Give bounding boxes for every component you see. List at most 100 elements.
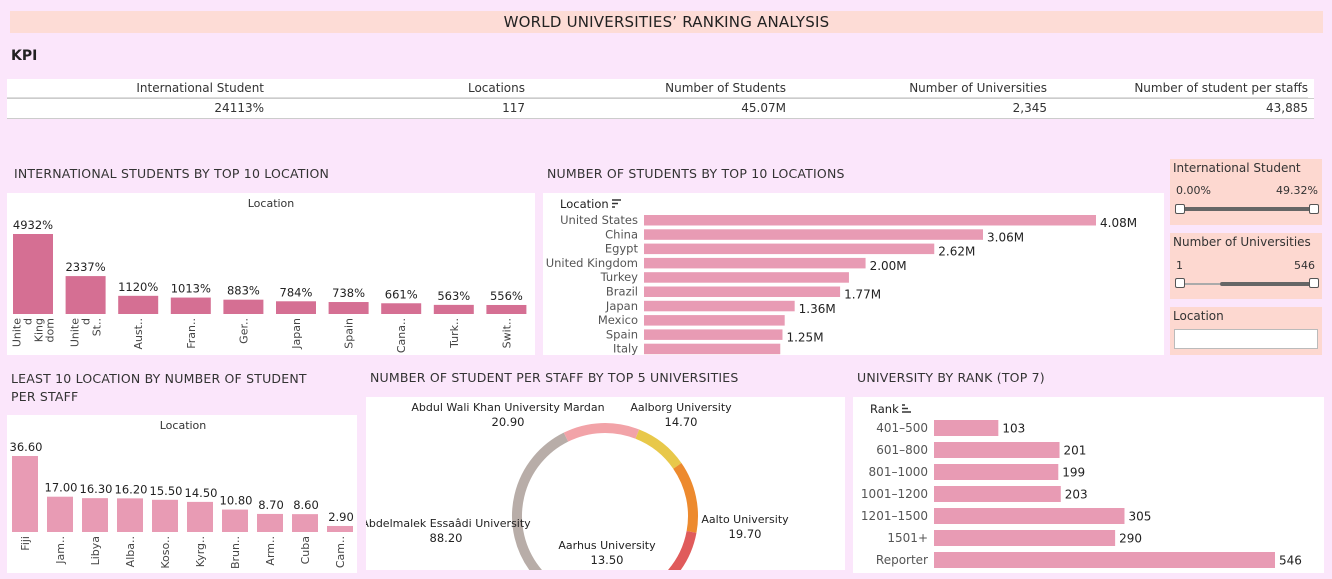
data-label: 1120% <box>118 280 158 294</box>
kpi-label: International Student <box>7 79 264 98</box>
kpi-international-student[interactable]: International Student 24113% <box>7 79 264 117</box>
intl-chart-title: INTERNATIONAL STUDENTS BY TOP 10 LOCATIO… <box>14 166 330 181</box>
bar <box>13 234 53 314</box>
data-label: 2337% <box>65 260 105 274</box>
donut-slice <box>673 463 698 533</box>
filter-max: 546 <box>1294 259 1315 272</box>
bar <box>644 343 781 355</box>
data-label: 2.62M <box>938 245 975 259</box>
tick-label: Alba.. <box>124 536 137 567</box>
kpi-label: Number of Universities <box>786 79 1047 98</box>
bar <box>644 272 849 283</box>
slice-value: 19.70 <box>729 527 762 541</box>
slider-max-handle[interactable] <box>1309 278 1319 288</box>
slider-min-handle[interactable] <box>1175 278 1185 288</box>
bar <box>82 498 108 532</box>
data-label: 103 <box>1002 422 1025 436</box>
tick-label: 601–800 <box>876 443 928 457</box>
tick-label: 801–1000 <box>869 465 928 479</box>
kpi-locations[interactable]: Locations 117 <box>264 79 525 117</box>
bar <box>276 301 316 314</box>
bar <box>292 514 318 532</box>
kpi-number-of-students[interactable]: Number of Students 45.07M <box>525 79 786 117</box>
students-chart-title: NUMBER OF STUDENTS BY TOP 10 LOCATIONS <box>547 166 845 181</box>
data-label: 883% <box>227 284 260 298</box>
data-label: 1013% <box>171 282 211 296</box>
least-chart-title: LEAST 10 LOCATION BY NUMBER OF STUDENT P… <box>11 371 307 404</box>
sort-icon <box>612 199 621 208</box>
donut-slice <box>512 432 569 570</box>
slider-min-handle[interactable] <box>1175 204 1185 214</box>
tick-label: Brun.. <box>229 536 242 569</box>
filter-title: Number of Universities <box>1173 235 1311 249</box>
kpi-value: 2,345 <box>1012 101 1047 115</box>
intl-students-chart[interactable]: Location4932%UnitedKingdom2337%UnitedSt.… <box>7 193 535 355</box>
bar <box>934 508 1125 524</box>
slice-name: Abdul Wali Khan University Mardan <box>411 401 604 414</box>
bar <box>934 486 1061 502</box>
donut-slice <box>563 423 640 442</box>
donut-slice <box>635 429 682 469</box>
bar <box>644 286 841 297</box>
data-label: 17.00 <box>45 481 78 495</box>
slider-track[interactable] <box>1180 207 1314 211</box>
data-label: 546 <box>1279 554 1302 568</box>
data-label: 16.30 <box>80 482 113 496</box>
slider-track[interactable] <box>1220 282 1314 286</box>
location-filter-input[interactable] <box>1174 329 1318 349</box>
slider-max-handle[interactable] <box>1309 204 1319 214</box>
tick-label: Mexico <box>598 313 638 327</box>
bar <box>47 496 73 532</box>
kpi-number-of-universities[interactable]: Number of Universities 2,345 <box>786 79 1047 117</box>
dashboard-title: WORLD UNIVERSITIES’ RANKING ANALYSIS <box>10 11 1323 33</box>
tick-label: Swit.. <box>500 318 513 348</box>
slice-value: 13.50 <box>591 553 624 567</box>
kpi-value: 43,885 <box>1266 101 1308 115</box>
least-student-per-staff-chart[interactable]: Location 36.60 Fiji 17.00 Jam.. 16.30 Libya 16.… <box>7 415 357 573</box>
bar <box>934 552 1275 568</box>
kpi-value: 45.07M <box>741 101 786 115</box>
tick-label: Japan <box>290 318 303 350</box>
kpi-label: Locations <box>264 79 525 98</box>
donut-slice <box>667 530 697 570</box>
data-label: 15.50 <box>150 484 183 498</box>
bar <box>152 499 178 532</box>
bar <box>327 525 353 532</box>
bar <box>117 498 143 532</box>
data-label: 290 <box>1119 532 1142 546</box>
chart-header: Location <box>248 197 295 210</box>
tick-label: Kyrg.. <box>194 536 207 567</box>
data-label: 305 <box>1128 510 1151 524</box>
tick-label: Unite <box>69 318 82 347</box>
tick-label: Unite <box>11 318 24 347</box>
kpi-student-per-staff[interactable]: Number of student per staffs 43,885 <box>1047 79 1308 117</box>
tick-label: Ger.. <box>237 318 250 344</box>
bar <box>118 295 159 314</box>
university-rank-chart[interactable]: Rank 401–500 103 601–800 201 801–1000 199 1001–… <box>853 397 1324 573</box>
tick-label: United States <box>560 213 638 227</box>
data-label: 784% <box>280 285 313 299</box>
students-by-location-chart[interactable]: Location United States 4.08M China 3.06M Egyp… <box>543 193 1164 355</box>
bar <box>433 304 474 314</box>
bar <box>644 329 783 340</box>
bar <box>223 299 264 314</box>
tick-label: Spain <box>606 327 638 341</box>
bar <box>644 300 795 312</box>
data-label: 16.20 <box>115 482 148 496</box>
tick-label: Arm.. <box>264 536 277 566</box>
tick-label: 1201–1500 <box>861 509 928 523</box>
kpi-label: Number of student per staffs <box>1047 79 1308 98</box>
data-label: 1.36M <box>799 302 836 316</box>
filter-international-student: International Student 0.00% 49.32% <box>1170 159 1322 225</box>
bar <box>170 297 211 314</box>
bar <box>934 420 999 436</box>
data-label: 563% <box>437 289 470 303</box>
data-label: 199 <box>1062 466 1085 480</box>
tick-label: dom <box>44 318 57 342</box>
bar <box>12 456 38 532</box>
data-label: 661% <box>385 287 418 301</box>
bar <box>486 304 527 314</box>
tick-label: Reporter <box>876 553 928 567</box>
filter-min: 0.00% <box>1176 184 1211 197</box>
